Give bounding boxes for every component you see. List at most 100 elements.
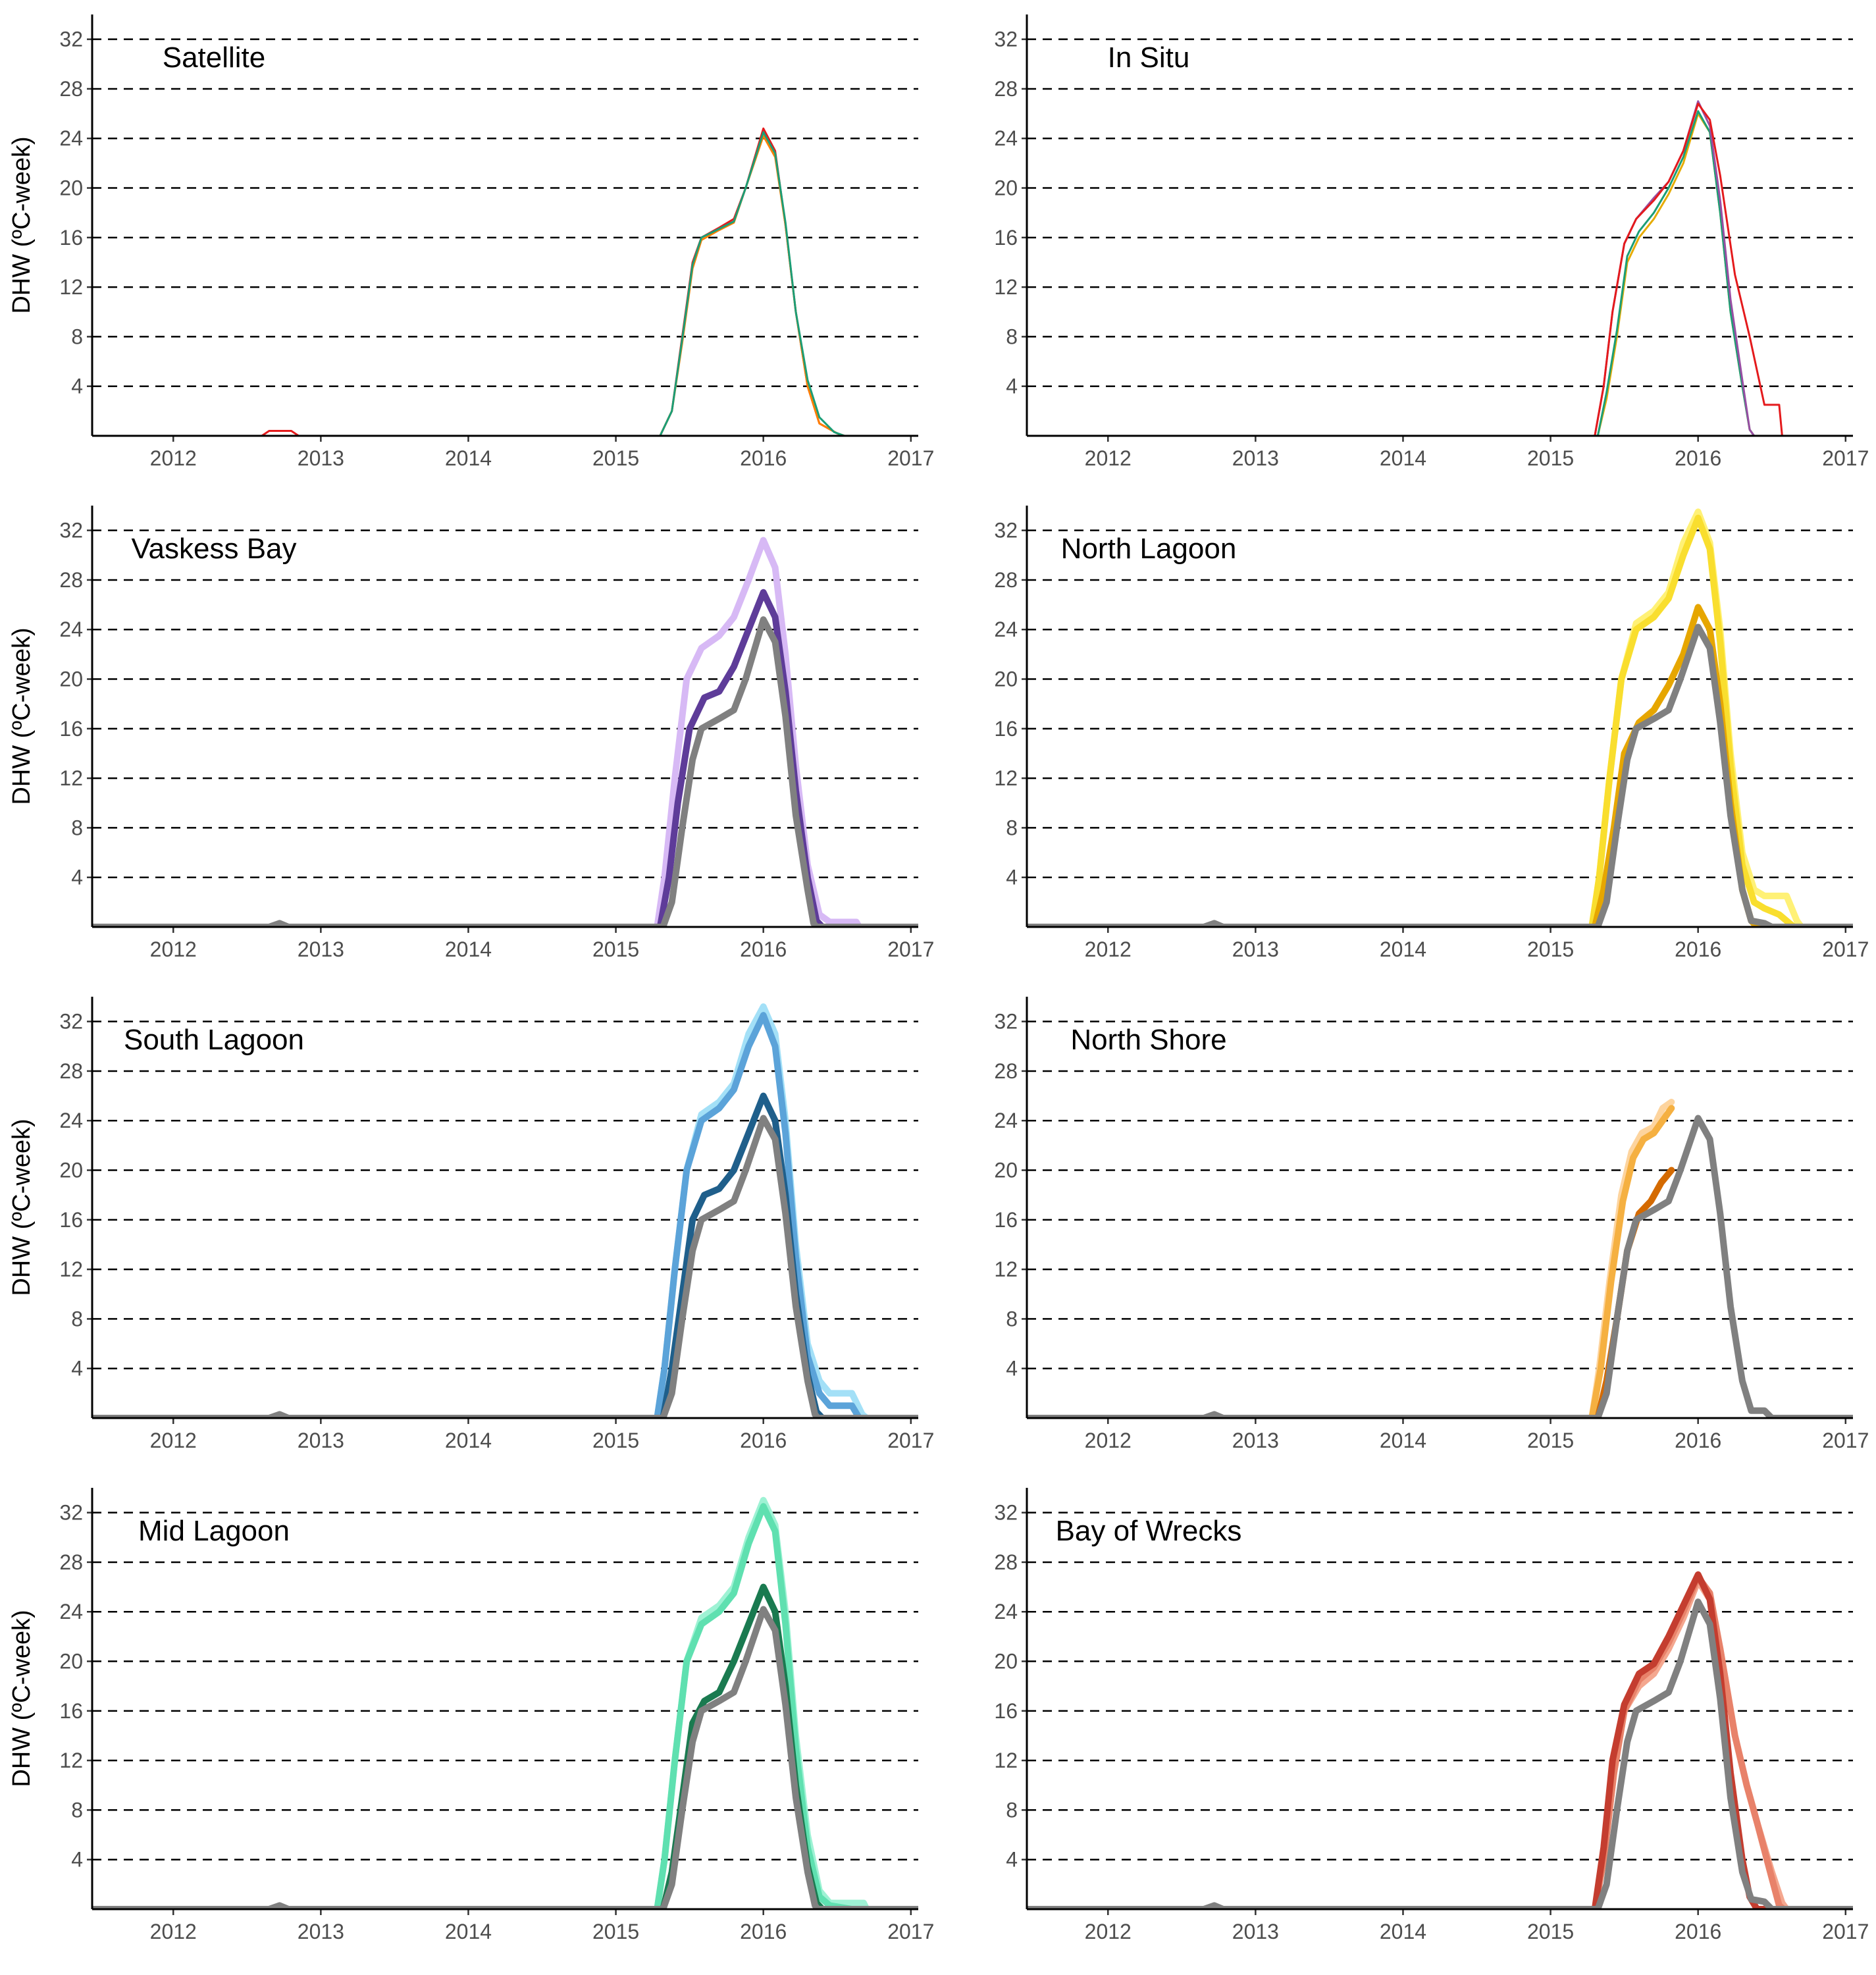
y-tick-label: 4 [1006,866,1018,889]
y-tick-label: 20 [994,1650,1018,1673]
x-tick-label: 2015 [592,937,639,961]
y-tick-label: 24 [994,126,1018,150]
panel-4: 4 8 12 16 20 24 28 32 2012 2013 2014 2015 2016 2017 So… [8,997,934,1452]
y-axis-title: DHW (ºC-week) [8,1119,36,1296]
series-group [92,537,918,927]
x-tick-label: 2012 [150,1920,197,1943]
y-tick-label: 4 [71,375,83,398]
y-tick-label: 32 [994,519,1018,542]
y-tick-label: 24 [59,618,83,641]
y-tick-label: 28 [994,1550,1018,1574]
y-tick-label: 16 [994,1208,1018,1232]
y-tick-label: 12 [59,1257,83,1281]
y-tick-label: 32 [994,1501,1018,1525]
x-tick-label: 2014 [445,937,492,961]
x-tick-label: 2017 [887,1429,934,1452]
x-tick-label: 2013 [1232,1920,1279,1943]
x-tick-label: 2017 [887,937,934,961]
x-tick-label: 2017 [887,446,934,470]
y-tick-label: 24 [59,126,83,150]
panel-title: Vaskess Bay [131,533,296,565]
y-tick-label: 12 [59,766,83,790]
series-line-0 [1588,1099,1675,1418]
y-tick-label: 16 [59,1699,83,1723]
y-tick-label: 8 [1006,325,1018,348]
series-line-1 [1027,514,1853,927]
series-line-3 [1027,623,1853,927]
y-tick-label: 4 [71,866,83,889]
y-tick-label: 28 [994,77,1018,101]
series-line-0 [92,537,918,927]
series-line-1 [92,1503,918,1909]
x-tick-label: 2015 [1527,1429,1574,1452]
series-line-3 [1027,1115,1853,1418]
y-tick-label: 32 [59,1501,83,1525]
y-tick-label: 12 [994,1257,1018,1281]
y-tick-label: 8 [71,325,83,348]
x-tick-label: 2012 [150,446,197,470]
panel-title: Bay of Wrecks [1056,1515,1242,1547]
panel-3: 4 8 12 16 20 24 28 32 2012 2013 2014 2015 2016 2017 No… [994,506,1869,961]
y-tick-label: 24 [59,1109,83,1132]
x-tick-label: 2017 [1822,446,1869,470]
y-tick-label: 4 [1006,1357,1018,1381]
y-axis-title: DHW (ºC-week) [8,136,36,313]
x-tick-label: 2012 [1085,1920,1132,1943]
x-tick-label: 2012 [1085,1429,1132,1452]
panel-title: Mid Lagoon [138,1515,290,1547]
y-tick-label: 24 [59,1600,83,1623]
panel-7: 4 8 12 16 20 24 28 32 2012 2013 2014 2015 2016 2017 Ba… [994,1488,1869,1943]
x-tick-label: 2013 [298,1429,344,1452]
panel-title: South Lagoon [124,1024,304,1056]
x-tick-label: 2017 [1822,1920,1869,1943]
x-tick-label: 2016 [1675,1920,1721,1943]
y-tick-label: 28 [59,568,83,592]
series-line-2 [92,1092,918,1418]
y-tick-label: 4 [1006,375,1018,398]
y-tick-label: 20 [59,1650,83,1673]
series-group [1027,1571,1853,1909]
series-group [92,1003,918,1418]
y-tick-label: 4 [71,1357,83,1381]
y-tick-label: 20 [59,176,83,200]
x-tick-label: 2014 [445,1429,492,1452]
y-tick-label: 8 [1006,816,1018,839]
x-tick-label: 2013 [298,1920,344,1943]
x-tick-label: 2014 [445,1920,492,1943]
series-group [92,127,918,436]
x-tick-label: 2016 [740,446,787,470]
series-line-3 [1027,103,1853,436]
y-tick-label: 16 [59,1208,83,1232]
panel-6: 4 8 12 16 20 24 28 32 2012 2013 2014 2015 2016 2017 Mi… [8,1488,934,1943]
panel-0: 4 8 12 16 20 24 28 32 2012 2013 2014 2015 2016 2017 Sa… [8,14,934,470]
y-tick-label: 8 [71,1798,83,1822]
x-tick-label: 2012 [1085,446,1132,470]
x-tick-label: 2015 [1527,937,1574,961]
x-tick-label: 2016 [1675,937,1721,961]
x-tick-label: 2014 [1380,446,1426,470]
y-tick-label: 8 [1006,1307,1018,1330]
y-tick-label: 28 [994,1059,1018,1083]
panel-title: Satellite [163,41,266,74]
series-line-2 [1027,604,1853,927]
x-tick-label: 2015 [1527,1920,1574,1943]
y-tick-label: 32 [59,1010,83,1034]
y-tick-label: 32 [994,1010,1018,1034]
y-tick-label: 4 [1006,1848,1018,1872]
x-tick-label: 2013 [1232,446,1279,470]
series-line-0 [1027,113,1853,436]
x-tick-label: 2017 [1822,937,1869,961]
y-tick-label: 16 [59,717,83,741]
x-tick-label: 2017 [887,1920,934,1943]
y-tick-label: 8 [71,1307,83,1330]
x-tick-label: 2016 [740,1920,787,1943]
series-line-0 [92,127,918,436]
series-line-3 [1027,1598,1853,1909]
x-tick-label: 2015 [592,1429,639,1452]
series-line-3 [92,1115,918,1418]
x-tick-label: 2014 [1380,1920,1426,1943]
panel-title: In Situ [1108,41,1190,74]
y-tick-label: 12 [994,275,1018,299]
x-tick-label: 2014 [1380,1429,1426,1452]
y-tick-label: 12 [59,275,83,299]
